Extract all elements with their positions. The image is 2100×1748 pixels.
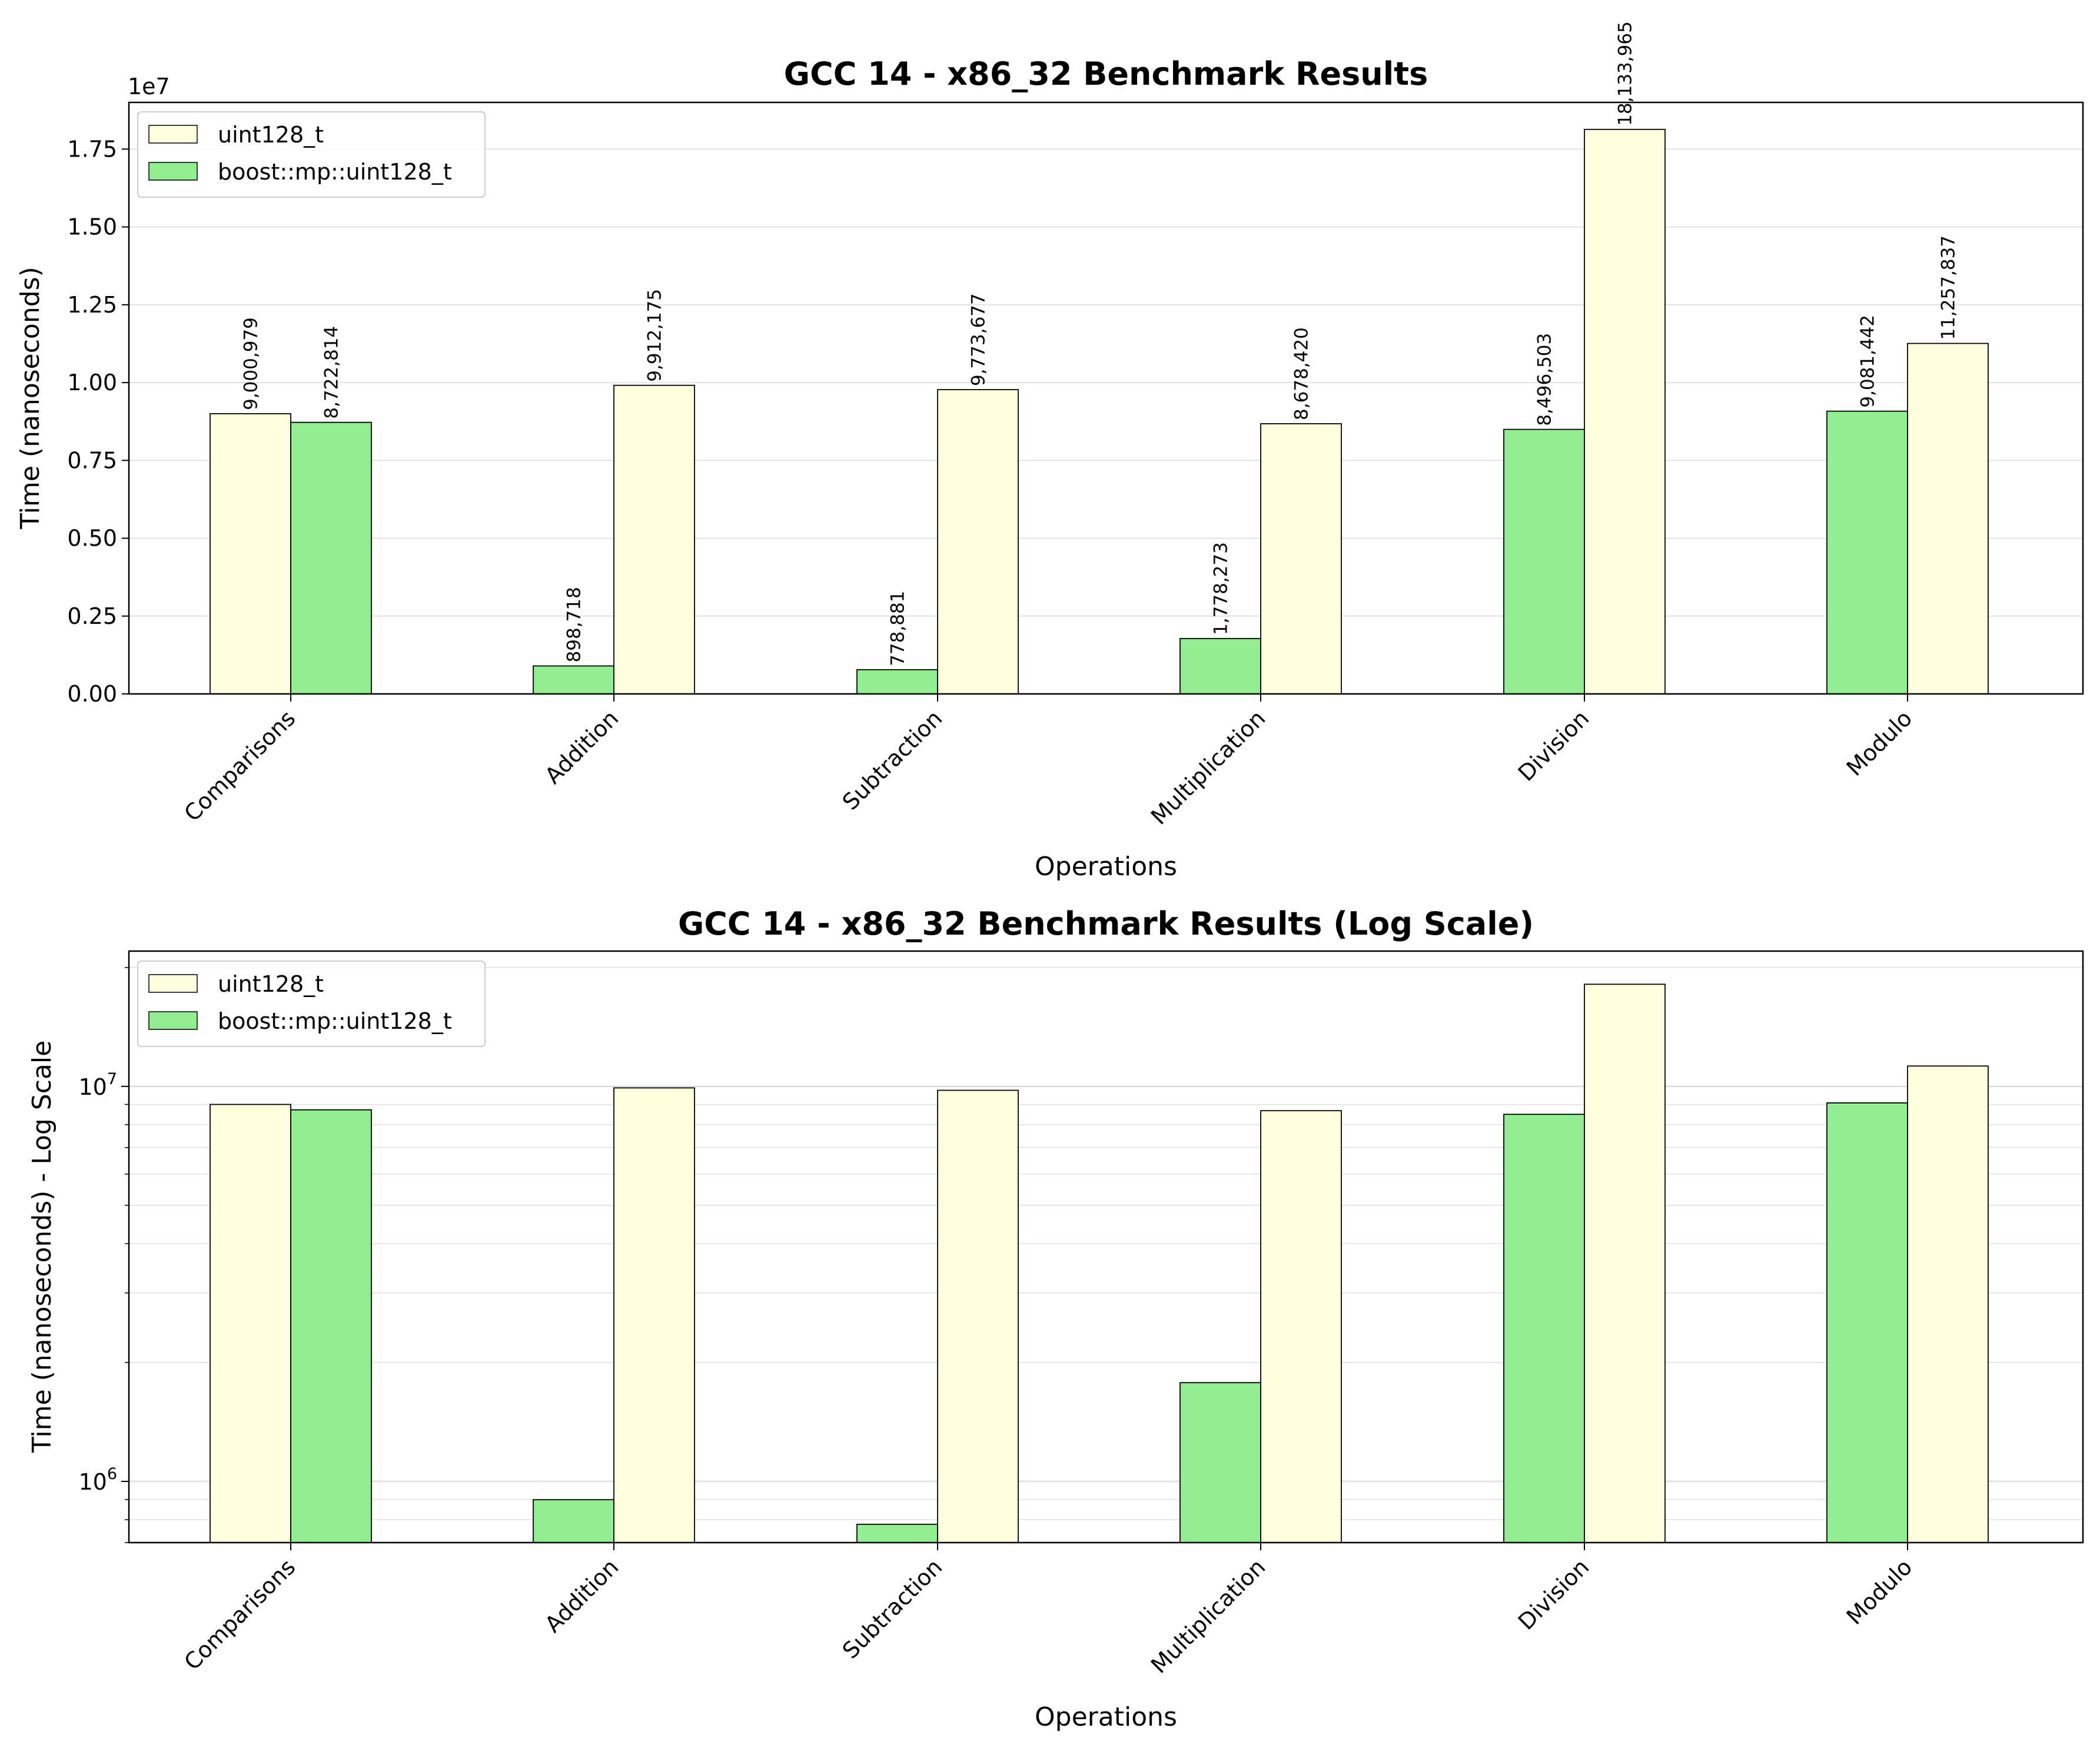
legend-box-log xyxy=(137,961,486,1047)
x-axis-label: Operations xyxy=(1035,852,1177,882)
legend-swatch-boost xyxy=(148,162,198,181)
bar-subtraction-boost-mp-uint128-t xyxy=(856,1523,938,1543)
data-label: 9,000,979 xyxy=(241,317,262,410)
bar-multiplication-uint128-t xyxy=(1260,1110,1342,1543)
bar-group-log xyxy=(210,983,1989,1543)
bar-addition-boost-mp-uint128-t xyxy=(533,665,614,694)
legend-label-uint128-log: uint128_t xyxy=(218,971,324,997)
y-axis-ticks: 0.00 0.25 0.50 0.75 1.00 1.25 1.50 1.75 xyxy=(67,136,129,707)
y-tick-label: 106 xyxy=(78,1465,117,1495)
legend-swatch-uint128-log xyxy=(148,974,198,993)
data-label: 1,778,273 xyxy=(1211,542,1232,635)
bar-comparisons-boost-mp-uint128-t xyxy=(290,1109,372,1543)
bar-division-boost-mp-uint128-t xyxy=(1503,1114,1585,1543)
bar-division-uint128-t xyxy=(1584,128,1666,694)
bar-subtraction-uint128-t xyxy=(937,389,1019,694)
y-axis-ticks-log: 106 107 xyxy=(78,967,129,1543)
legend-log: uint128_t boost::mp::uint128_t xyxy=(137,961,486,1047)
data-label: 9,081,442 xyxy=(1858,315,1879,408)
y-tick-label: 0.50 xyxy=(67,526,117,551)
y-tick-label: 1.00 xyxy=(67,370,117,396)
chart-title: GCC 14 - x86_32 Benchmark Results xyxy=(784,55,1428,92)
y-tick-label: 1.50 xyxy=(67,214,117,240)
y-tick-label: 0.75 xyxy=(67,447,117,473)
chart-title-log: GCC 14 - x86_32 Benchmark Results (Log S… xyxy=(678,905,1534,942)
bar-comparisons-uint128-t xyxy=(210,413,291,694)
legend-label-uint128: uint128_t xyxy=(218,122,324,148)
bar-division-boost-mp-uint128-t xyxy=(1503,428,1585,694)
plot-area-frame xyxy=(128,101,2084,695)
data-label: 9,773,677 xyxy=(968,293,989,386)
data-label: 8,678,420 xyxy=(1291,327,1312,420)
bar-comparisons-boost-mp-uint128-t xyxy=(290,421,372,694)
legend-label-boost: boost::mp::uint128_t xyxy=(218,159,452,185)
x-axis-label-log: Operations xyxy=(1035,1702,1177,1732)
bar-subtraction-uint128-t xyxy=(937,1089,1019,1543)
legend-label-boost-log: boost::mp::uint128_t xyxy=(218,1008,452,1034)
y-tick-label: 1.75 xyxy=(67,136,117,162)
y-tick-label: 1.25 xyxy=(67,292,117,318)
y-offset-label: 1e7 xyxy=(128,74,170,99)
bar-modulo-uint128-t xyxy=(1907,343,1989,694)
legend-swatch-boost-log xyxy=(148,1011,198,1030)
y-tick-label: 0.00 xyxy=(67,681,117,707)
legend-swatch-uint128 xyxy=(148,125,198,144)
data-label: 18,133,965 xyxy=(1615,21,1636,126)
bar-multiplication-boost-mp-uint128-t xyxy=(1179,1382,1261,1543)
bar-multiplication-boost-mp-uint128-t xyxy=(1179,638,1261,694)
bar-subtraction-boost-mp-uint128-t xyxy=(856,669,938,694)
data-label: 11,257,837 xyxy=(1938,235,1959,340)
y-tick-label: 107 xyxy=(78,1070,117,1100)
bar-modulo-boost-mp-uint128-t xyxy=(1826,1102,1908,1543)
data-label: 9,912,175 xyxy=(644,289,666,382)
bar-group xyxy=(210,128,1989,694)
data-label: 778,881 xyxy=(888,591,909,666)
bar-modulo-uint128-t xyxy=(1907,1065,1989,1543)
data-label: 8,722,814 xyxy=(321,326,343,419)
bar-addition-uint128-t xyxy=(613,1087,695,1543)
bar-comparisons-uint128-t xyxy=(210,1104,291,1543)
y-tick-label: 0.25 xyxy=(67,603,117,629)
bar-addition-uint128-t xyxy=(613,384,695,694)
bar-addition-boost-mp-uint128-t xyxy=(533,1499,614,1543)
legend-box xyxy=(137,111,486,198)
bar-modulo-boost-mp-uint128-t xyxy=(1826,410,1908,694)
y-axis-label-log: Time (nanoseconds) - Log Scale xyxy=(27,1041,57,1453)
legend: uint128_t boost::mp::uint128_t xyxy=(137,111,486,198)
data-label-group: 9,000,979 8,722,814 898,718 9,912,175 778,88… xyxy=(241,21,1959,666)
bar-division-uint128-t xyxy=(1584,983,1666,1543)
y-axis-label: Time (nanoseconds) xyxy=(15,267,45,530)
bar-multiplication-uint128-t xyxy=(1260,423,1342,694)
data-label: 898,718 xyxy=(564,587,585,662)
plot-area-frame-log xyxy=(128,950,2084,1544)
data-label: 8,496,503 xyxy=(1534,333,1556,426)
